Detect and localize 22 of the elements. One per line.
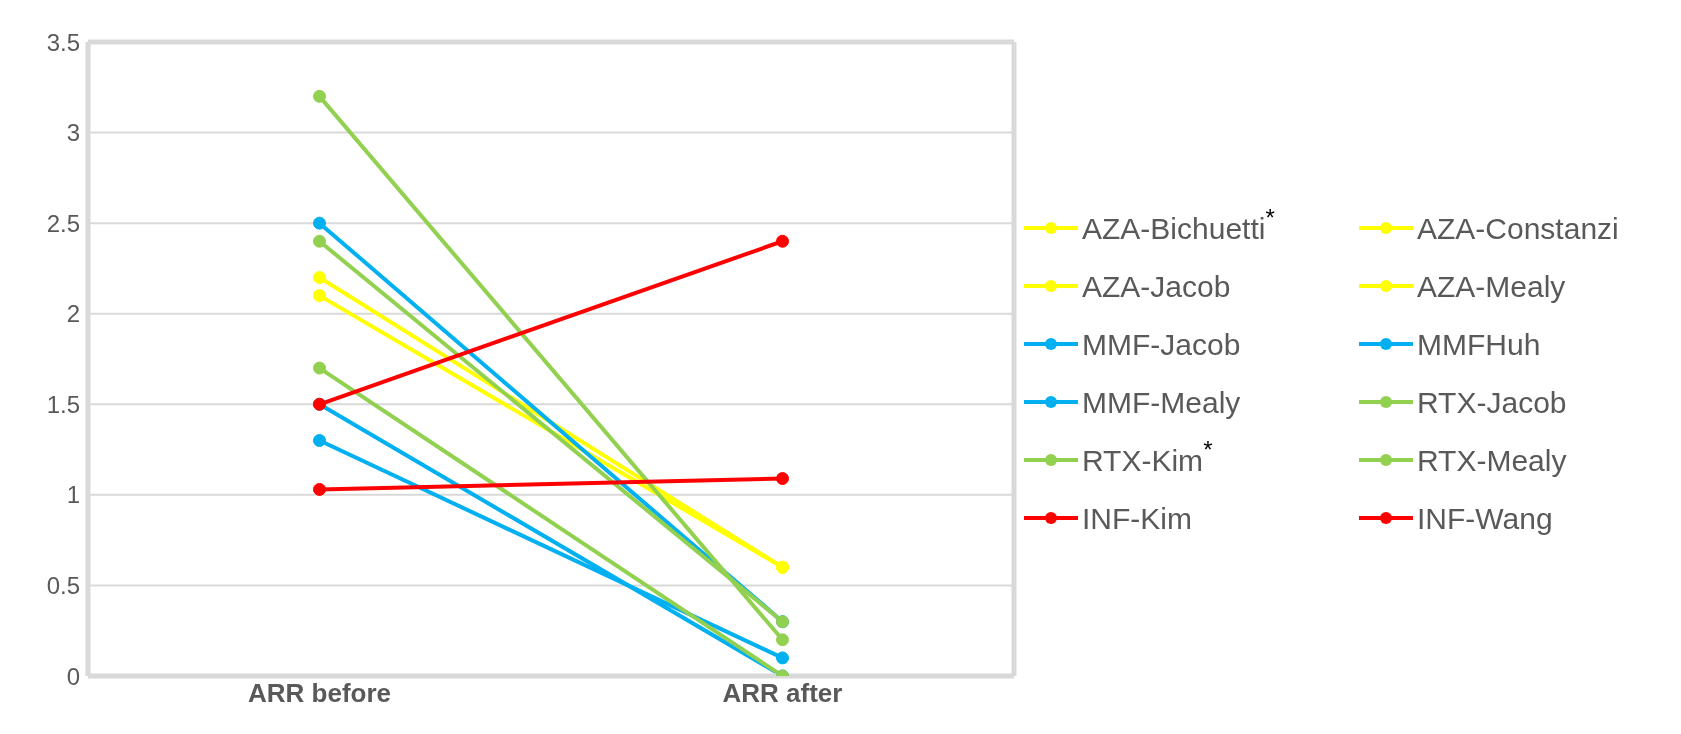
legend-label: INF-Wang: [1417, 502, 1553, 535]
legend-label: MMF-Mealy: [1082, 386, 1241, 419]
legend-label: AZA-Bichuetti$^{*}$: [1082, 203, 1275, 245]
legend-label: AZA-Jacob: [1082, 270, 1231, 303]
y-tick-label: 2.5: [46, 209, 80, 237]
legend-label: MMFHuh: [1417, 328, 1541, 361]
legend-label: AZA-Constanzi: [1417, 212, 1619, 245]
y-tick-label: 0.5: [46, 571, 80, 599]
y-tick-label: 1.5: [46, 390, 80, 418]
legend-label: RTX-Kim$^{*}$: [1082, 435, 1213, 477]
legend-label: INF-Kim: [1082, 502, 1192, 535]
x-tick-label: ARR before: [247, 678, 392, 709]
x-tick-label: ARR after: [722, 678, 843, 709]
y-tick-label: 0: [66, 662, 80, 690]
y-tick-label: 2: [66, 300, 80, 328]
legend-label: AZA-Mealy: [1417, 270, 1566, 303]
y-tick-label: 1: [66, 481, 80, 509]
y-tick-label: 3: [66, 119, 80, 147]
legend-label: RTX-Jacob: [1417, 386, 1567, 419]
legend-label: MMF-Jacob: [1082, 328, 1241, 361]
y-tick-label: 3.5: [46, 28, 80, 56]
legend-label: RTX-Mealy: [1417, 444, 1567, 477]
